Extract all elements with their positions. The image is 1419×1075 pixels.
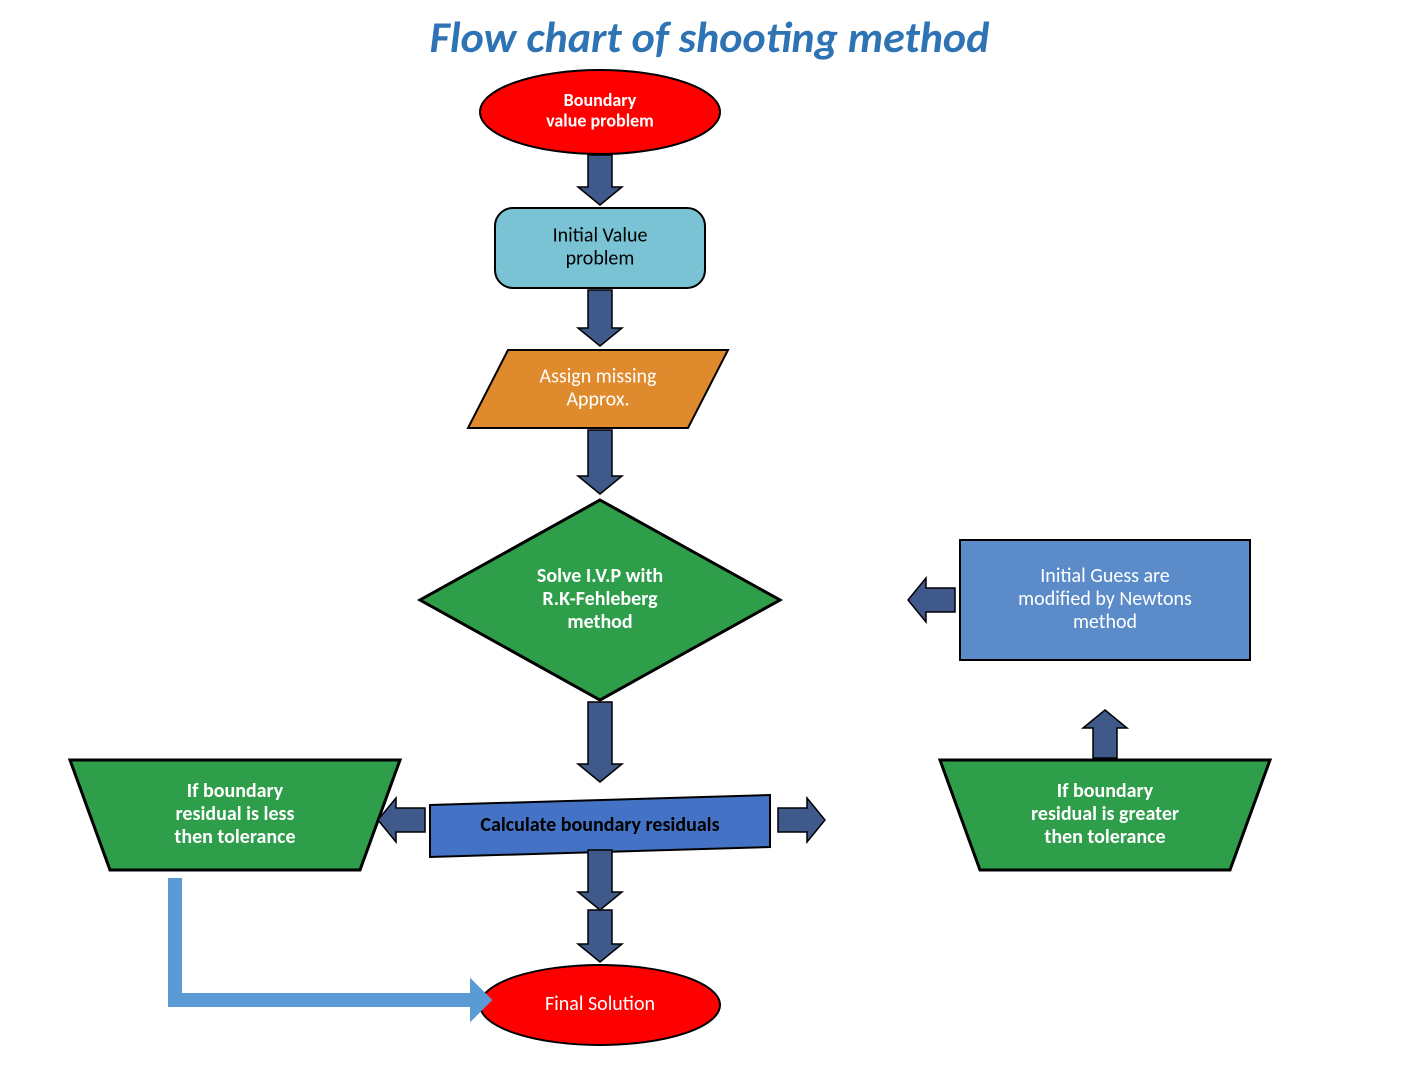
node-bvp-label: value problem bbox=[546, 110, 654, 132]
arrow-down-5 bbox=[578, 910, 622, 962]
node-final-label: Final Solution bbox=[545, 992, 655, 1016]
arrow-down-3 bbox=[578, 702, 622, 782]
node-solve-label: Solve I.V.P with bbox=[537, 564, 663, 588]
node-newton-label: Initial Guess are bbox=[1040, 564, 1170, 588]
arrow-newton-to-solve bbox=[908, 578, 955, 622]
arrow-down-0 bbox=[578, 155, 622, 205]
arrow-to-newton bbox=[1083, 710, 1127, 758]
node-assign-label: Assign missing bbox=[540, 364, 658, 388]
arrow-to-greater bbox=[778, 798, 825, 842]
node-newton-label: method bbox=[1073, 610, 1137, 634]
arrow-down-1 bbox=[578, 290, 622, 346]
node-ivp-label: problem bbox=[566, 246, 635, 270]
arrow-less-to-final bbox=[175, 878, 470, 1000]
arrow-down-4 bbox=[578, 850, 622, 910]
node-greater-label: If boundary bbox=[1057, 779, 1154, 803]
node-bvp-label: Boundary bbox=[564, 89, 637, 111]
node-greater-label: then tolerance bbox=[1044, 825, 1165, 849]
node-calc-label: Calculate boundary residuals bbox=[480, 813, 719, 837]
node-less-label: then tolerance bbox=[174, 825, 295, 849]
node-solve-label: method bbox=[567, 610, 632, 634]
node-less-label: If boundary bbox=[187, 779, 284, 803]
node-solve-label: R.K-Fehleberg bbox=[542, 587, 658, 611]
arrow-down-2 bbox=[578, 430, 622, 494]
node-less-label: residual is less bbox=[176, 802, 295, 826]
flowchart-canvas: Boundaryvalue problem Initial Valueproble… bbox=[0, 0, 1419, 1075]
node-greater-label: residual is greater bbox=[1031, 802, 1179, 826]
node-assign-label: Approx. bbox=[566, 387, 629, 411]
node-newton-label: modified by Newtons bbox=[1018, 587, 1192, 611]
node-ivp-label: Initial Value bbox=[553, 223, 648, 247]
